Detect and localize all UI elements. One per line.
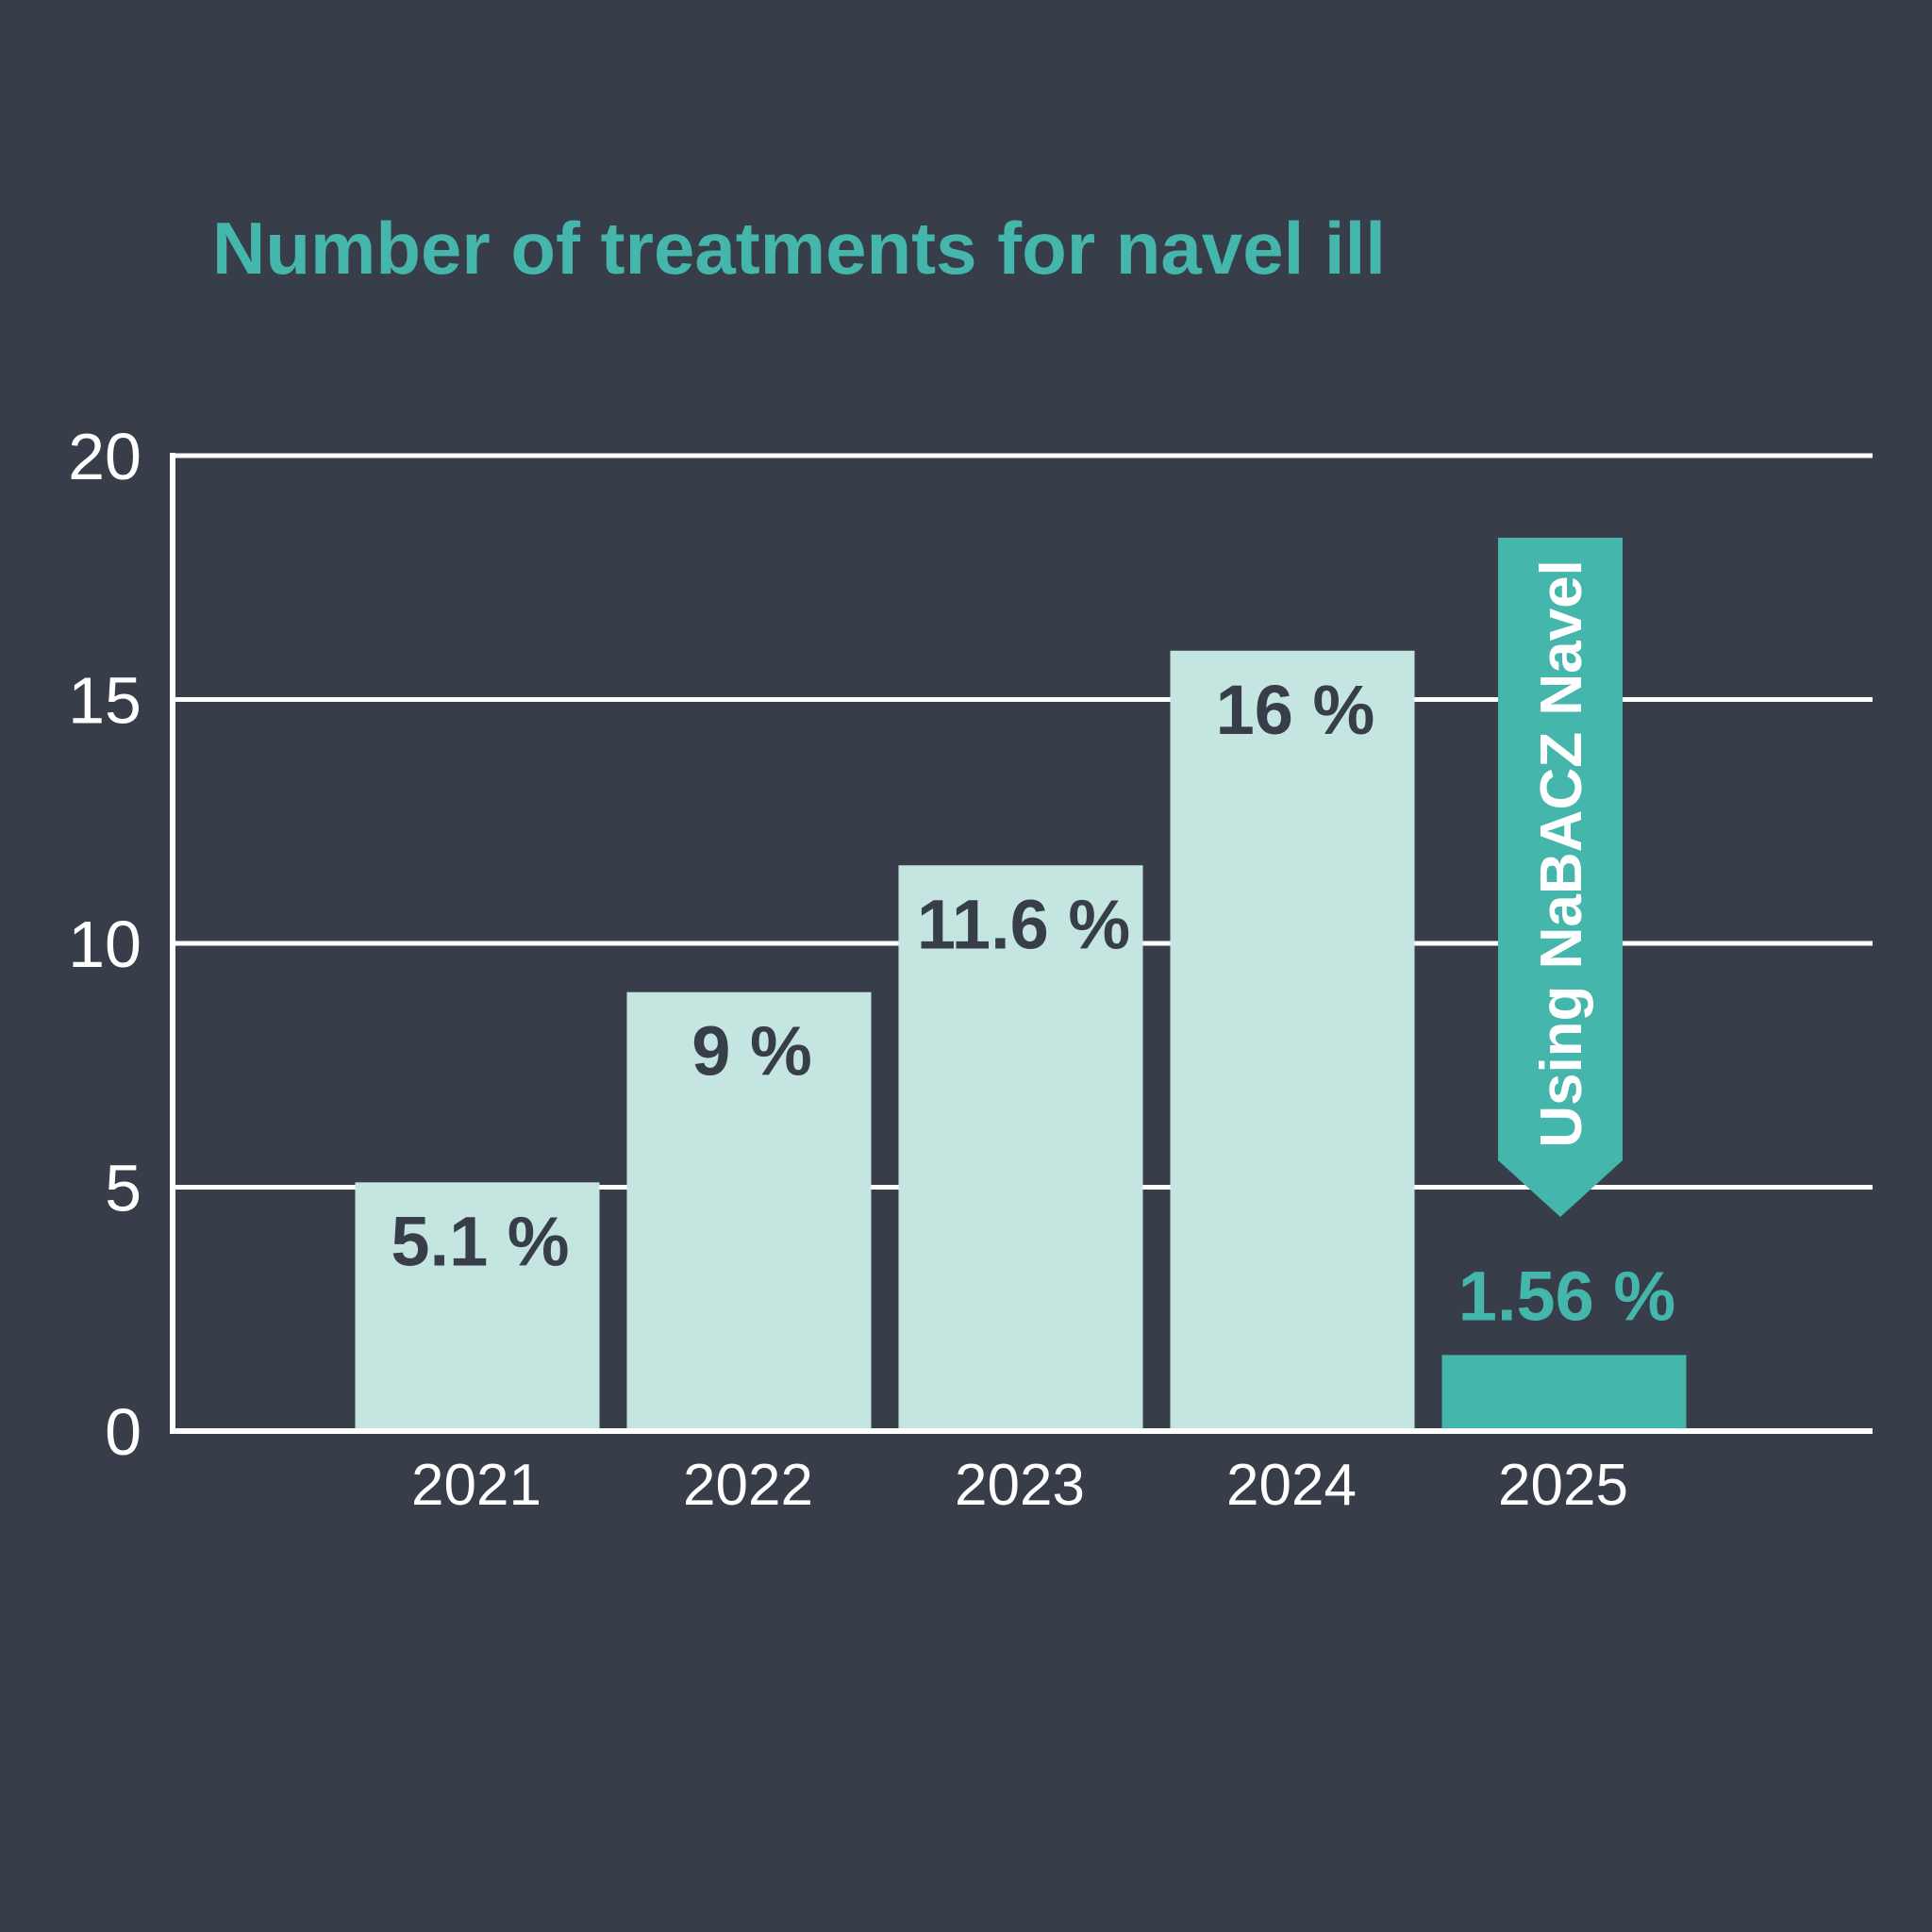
y-tick-label: 20 — [68, 420, 142, 493]
y-tick-label: 5 — [105, 1152, 142, 1225]
data-label: 5.1 % — [391, 1202, 569, 1280]
x-tick-label: 2022 — [683, 1453, 813, 1518]
bar-2021 — [355, 1182, 600, 1431]
y-axis-ticks: 0 5 10 15 20 — [68, 420, 142, 1469]
data-label: 16 % — [1216, 671, 1375, 749]
arrow-shape — [1498, 538, 1623, 1217]
bar-2023 — [898, 865, 1143, 1431]
data-label: 11.6 % — [917, 885, 1130, 963]
data-label: 9 % — [691, 1012, 812, 1091]
x-tick-label: 2023 — [955, 1453, 1085, 1518]
data-label: 1.56 % — [1458, 1257, 1675, 1335]
bars — [355, 650, 1687, 1431]
y-tick-label: 0 — [105, 1395, 142, 1469]
y-tick-label: 15 — [68, 664, 142, 738]
x-tick-label: 2025 — [1498, 1453, 1628, 1518]
x-tick-label: 2021 — [411, 1453, 541, 1518]
bar-2024 — [1170, 650, 1415, 1431]
chart-title: Number of treatments for navel ill — [212, 207, 1386, 290]
bar-2022 — [626, 991, 872, 1431]
data-labels: 5.1 % 9 % 11.6 % 16 % 1.56 % — [391, 671, 1675, 1336]
x-axis-ticks: 2021 2022 2023 2024 2025 — [411, 1453, 1628, 1518]
bar-2025 — [1441, 1355, 1687, 1431]
y-tick-label: 10 — [68, 908, 142, 981]
x-tick-label: 2024 — [1226, 1453, 1357, 1518]
annotation-label: Using NaBACZ Navel — [1529, 559, 1594, 1148]
annotation-arrow: Using NaBACZ Navel — [1498, 538, 1623, 1217]
